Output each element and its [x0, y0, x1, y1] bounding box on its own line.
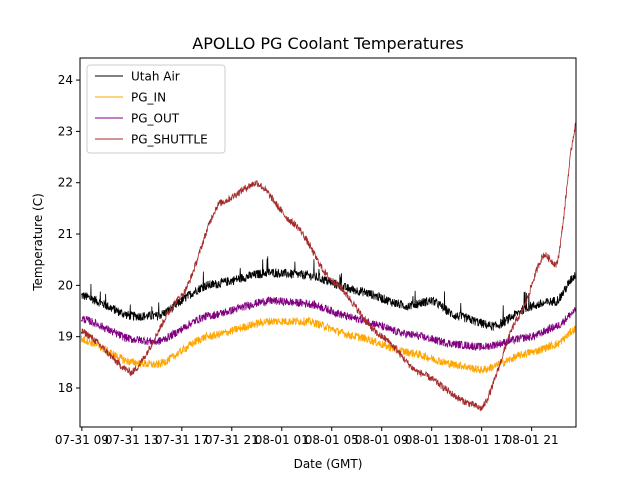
plot-area [80, 122, 576, 412]
series-line-pg-out [80, 296, 576, 351]
x-tick-label: 08-01 01 [255, 433, 309, 447]
x-tick-label: 08-01 09 [355, 433, 409, 447]
legend-label-utah-air: Utah Air [131, 70, 180, 84]
series-line-pg-in [80, 316, 576, 374]
y-tick-label: 20 [58, 278, 73, 292]
legend-label-pg-out: PG_OUT [131, 112, 180, 126]
y-axis: 18 19 20 21 22 23 24 [58, 73, 80, 395]
legend: Utah Air PG_IN PG_OUT PG_SHUTTLE [86, 64, 226, 154]
x-tick-label: 07-31 17 [155, 433, 209, 447]
x-tick-label: 08-01 21 [505, 433, 559, 447]
legend-label-pg-shuttle: PG_SHUTTLE [131, 133, 208, 147]
y-tick-label: 24 [58, 73, 73, 87]
x-tick-label: 07-31 13 [105, 433, 159, 447]
x-tick-label: 07-31 09 [55, 433, 109, 447]
y-axis-label: Temperature (C) [31, 193, 45, 292]
x-tick-label: 07-31 21 [205, 433, 259, 447]
series-line-utah-air [81, 256, 576, 331]
x-tick-label: 08-01 17 [455, 433, 509, 447]
y-tick-label: 19 [58, 330, 73, 344]
y-tick-label: 21 [58, 227, 73, 241]
x-axis-label: Date (GMT) [294, 457, 363, 471]
series-line-pg-shuttle [80, 122, 576, 412]
legend-label-pg-in: PG_IN [131, 91, 166, 105]
y-tick-label: 18 [58, 381, 73, 395]
x-tick-label: 08-01 05 [305, 433, 359, 447]
y-tick-label: 22 [58, 176, 73, 190]
legend-box [86, 64, 226, 154]
x-tick-label: 08-01 13 [405, 433, 459, 447]
axes-frame [79, 57, 577, 428]
y-tick-label: 23 [58, 124, 73, 138]
chart-title: APOLLO PG Coolant Temperatures [192, 34, 463, 53]
